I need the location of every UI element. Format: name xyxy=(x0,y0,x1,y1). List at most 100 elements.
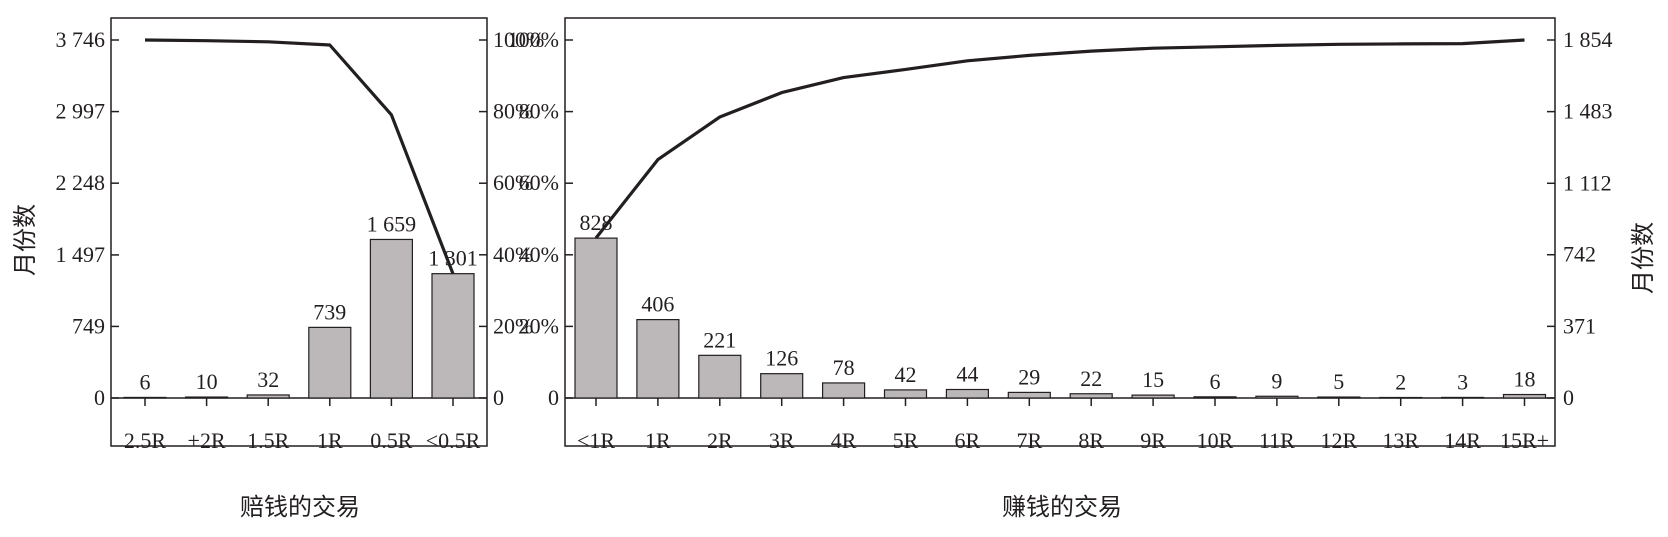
right-category-label: 8R xyxy=(1078,428,1104,453)
right-percent-tick-label: 40% xyxy=(519,242,559,267)
right-percent-tick-label: 0 xyxy=(548,385,559,410)
right-bar xyxy=(636,319,680,399)
right-bar xyxy=(698,354,742,399)
left-count-tick-label: 2 997 xyxy=(56,99,106,124)
right-bar-value-label: 29 xyxy=(1018,364,1040,389)
right-bar-value-label: 44 xyxy=(956,362,978,387)
right-bar xyxy=(574,237,618,399)
right-bar xyxy=(945,388,990,399)
right-bar-value-label: 221 xyxy=(703,327,736,352)
left-bar xyxy=(246,394,290,399)
right-bar xyxy=(1440,396,1485,399)
left-cumulative-line xyxy=(144,38,455,275)
right-count-tick-label: 371 xyxy=(1563,313,1596,338)
right-category-label: 12R xyxy=(1320,428,1357,453)
left-bar-value-label: 739 xyxy=(313,299,346,324)
left-bar-value-label: 1 301 xyxy=(428,246,478,271)
right-bar-value-label: 15 xyxy=(1142,367,1164,392)
left-bar-value-label: 10 xyxy=(196,369,218,394)
left-percent-tick-label: 40% xyxy=(493,242,533,267)
right-category-label: 1R xyxy=(645,428,671,453)
left-category-label: 1.5R xyxy=(247,428,290,453)
right-percent-tick-label: 60% xyxy=(519,170,559,195)
right-category-label: <1R xyxy=(577,428,615,453)
right-bar xyxy=(1317,396,1361,399)
right-category-label: 7R xyxy=(1016,428,1042,453)
right-bar-value-label: 2 xyxy=(1395,370,1406,395)
left-bar-value-label: 32 xyxy=(257,367,279,392)
right-bar-value-label: 78 xyxy=(833,355,855,380)
right-bar xyxy=(1007,391,1051,399)
right-category-label: 5R xyxy=(893,428,919,453)
right-bar xyxy=(1193,396,1237,399)
right-bar-value-label: 18 xyxy=(1514,367,1536,392)
right-percent-tick-label: 80% xyxy=(519,99,559,124)
right-bar-value-label: 6 xyxy=(1210,369,1221,394)
right-bar-value-label: 9 xyxy=(1271,368,1282,393)
left-plot-frame xyxy=(110,17,488,447)
right-bar-value-label: 42 xyxy=(895,362,917,387)
right-bar xyxy=(821,382,866,399)
left-category-label: 1R xyxy=(317,428,343,453)
right-category-label: 2R xyxy=(707,428,733,453)
right-count-tick-label: 1 854 xyxy=(1563,27,1613,52)
right-percent-tick-label: 20% xyxy=(519,313,559,338)
left-count-tick-label: 3 746 xyxy=(56,27,106,52)
left-bar xyxy=(431,273,475,399)
right-category-label: 15R+ xyxy=(1500,428,1549,453)
left-bar-value-label: 6 xyxy=(140,369,151,394)
right-bar-value-label: 22 xyxy=(1080,366,1102,391)
right-category-label: 14R xyxy=(1444,428,1481,453)
left-percent-tick-label: 80% xyxy=(493,99,533,124)
left-category-label: +2R xyxy=(188,428,226,453)
right-bar-value-label: 5 xyxy=(1333,369,1344,394)
right-xlabel: 赚钱的交易 xyxy=(1002,494,1122,521)
left-count-tick-label: 0 xyxy=(94,385,105,410)
left-ylabel: 月份数 xyxy=(12,204,39,276)
right-bar xyxy=(1379,396,1423,399)
left-bar xyxy=(369,238,413,399)
right-count-tick-label: 0 xyxy=(1563,385,1574,410)
left-xlabel: 赔钱的交易 xyxy=(240,494,360,521)
right-category-label: 6R xyxy=(955,428,981,453)
left-bar xyxy=(308,326,352,399)
left-percent-tick-label: 60% xyxy=(493,170,533,195)
left-category-label: 2.5R xyxy=(124,428,167,453)
right-ylabel: 月份数 xyxy=(1630,222,1657,294)
right-bar-value-label: 406 xyxy=(641,292,674,317)
left-percent-tick-label: 100% xyxy=(493,27,544,52)
left-category-label: <0.5R xyxy=(426,428,481,453)
right-bar-value-label: 126 xyxy=(765,346,798,371)
right-cumulative-line xyxy=(594,38,1525,239)
right-count-tick-label: 1 112 xyxy=(1563,170,1612,195)
left-percent-tick-label: 0 xyxy=(493,385,504,410)
left-percent-tick-label: 20% xyxy=(493,313,533,338)
left-count-tick-label: 749 xyxy=(72,313,105,338)
left-bar-value-label: 1 659 xyxy=(367,211,417,236)
right-count-tick-label: 742 xyxy=(1563,242,1596,267)
right-bar xyxy=(1131,394,1175,399)
right-bar xyxy=(1502,393,1547,399)
right-category-label: 3R xyxy=(769,428,795,453)
right-category-label: 10R xyxy=(1197,428,1234,453)
right-bar-value-label: 3 xyxy=(1457,369,1468,394)
right-category-label: 11R xyxy=(1259,428,1295,453)
left-count-tick-label: 1 497 xyxy=(56,242,106,267)
right-category-label: 4R xyxy=(831,428,857,453)
right-percent-tick-label: 100% xyxy=(508,27,559,52)
right-category-label: 13R xyxy=(1382,428,1419,453)
right-bar xyxy=(1069,393,1113,399)
left-bar xyxy=(123,396,167,399)
right-count-tick-label: 1 483 xyxy=(1563,99,1613,124)
left-category-label: 0.5R xyxy=(370,428,413,453)
right-bar xyxy=(883,389,928,399)
left-bar xyxy=(185,396,229,399)
left-count-tick-label: 2 248 xyxy=(56,170,106,195)
right-plot-frame xyxy=(564,17,1556,447)
right-bar xyxy=(1255,395,1299,399)
right-category-label: 9R xyxy=(1140,428,1166,453)
right-bar xyxy=(760,373,804,399)
